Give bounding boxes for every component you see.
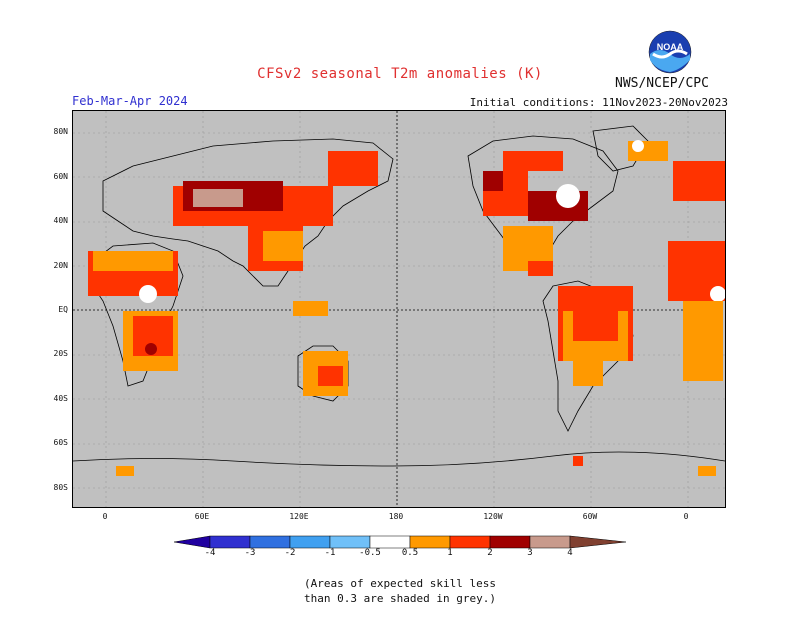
lon-label: 0 <box>683 512 689 521</box>
skill-note-line1: (Areas of expected skill less <box>303 577 497 590</box>
lat-label: 40N <box>53 216 68 225</box>
initial-conditions: Initial conditions: 11Nov2023-20Nov2023 <box>469 96 728 109</box>
colorbar-tick: -0.5 <box>359 548 381 558</box>
forecast-period: Feb-Mar-Apr 2024 <box>72 94 188 108</box>
skill-note-line2: than 0.3 are shaded in grey.) <box>303 592 497 605</box>
colorbar-tick: 0.5 <box>401 548 419 558</box>
lon-label: 180 <box>388 512 404 521</box>
agency-label: NWS/NCEP/CPC <box>615 76 709 91</box>
colorbar-tick: -4 <box>204 548 216 558</box>
map-title: CFSv2 seasonal T2m anomalies (K) <box>257 66 543 82</box>
noaa-logo: NOAA <box>648 30 692 74</box>
lat-label: 80S <box>53 483 68 492</box>
logo-text: NOAA <box>657 42 684 52</box>
colorbar-tick: 3 <box>527 548 533 558</box>
anomaly-map <box>72 110 726 508</box>
lon-label: 60W <box>582 512 598 521</box>
colorbar-tick: -3 <box>244 548 256 558</box>
colorbar-tick: 2 <box>487 548 493 558</box>
lat-label: EQ <box>58 305 68 314</box>
lon-label: 120E <box>289 512 309 521</box>
color-bar <box>170 534 630 549</box>
colorbar-tick: 4 <box>567 548 573 558</box>
colorbar-tick: -2 <box>284 548 296 558</box>
lat-label: 80N <box>53 127 68 136</box>
skill-note: (Areas of expected skill less than 0.3 a… <box>0 576 800 606</box>
lon-label: 0 <box>102 512 108 521</box>
anomaly-fields <box>88 140 725 476</box>
lat-label: 60S <box>53 438 68 447</box>
colorbar-tick: 1 <box>447 548 453 558</box>
lat-label: 60N <box>53 172 68 181</box>
lat-label: 40S <box>53 394 68 403</box>
lon-label: 120W <box>483 512 503 521</box>
lat-label: 20S <box>53 349 68 358</box>
colorbar-tick: -1 <box>324 548 336 558</box>
lon-label: 60E <box>194 512 210 521</box>
lat-label: 20N <box>53 261 68 270</box>
